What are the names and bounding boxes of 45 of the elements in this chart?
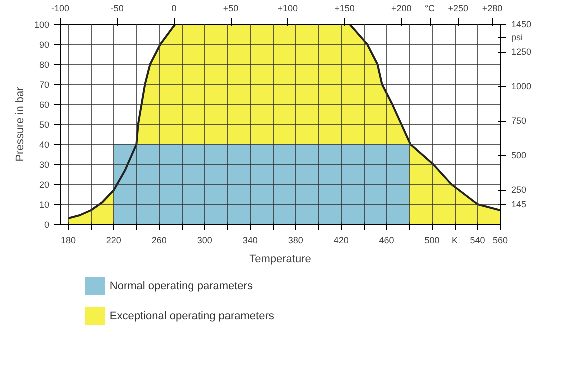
y-tick-label: 10 [39, 200, 50, 210]
y2-tick-label: 250 [512, 185, 527, 196]
x-tick-label: 180 [60, 236, 76, 246]
y-tick-label: 50 [39, 120, 50, 130]
y2-tick-label: 500 [512, 150, 527, 161]
y-axis-title: Pressure in bar [14, 86, 26, 162]
x-tick-label: 260 [152, 236, 167, 246]
x2-tick-label: +250 [448, 4, 469, 14]
legend-label: Normal operating parameters [110, 280, 254, 292]
x2-tick-label: +50 [223, 4, 239, 14]
x-tick-label: 460 [379, 236, 394, 246]
y2-tick-label: 1450 [512, 20, 532, 30]
y2-tick-label: 1250 [512, 47, 532, 58]
x-tick-label: 500 [424, 236, 440, 246]
y2-tick-label: psi [512, 32, 524, 43]
x2-tick-label: +150 [334, 4, 355, 14]
x-tick-label: 340 [242, 236, 258, 246]
x-tick-label: K [452, 236, 458, 246]
x-tick-label: 220 [106, 236, 122, 246]
y2-tick-label: 1000 [512, 82, 532, 92]
x2-tick-label: -100 [51, 4, 70, 14]
x2-tick-label: 0 [172, 4, 177, 14]
y-tick-label: 90 [39, 40, 50, 50]
x-tick-label: 560 [492, 236, 508, 246]
y2-tick-label: 750 [512, 116, 527, 126]
y-tick-label: 0 [44, 220, 50, 230]
x2-tick-label: °C [424, 4, 436, 14]
y-tick-label: 100 [34, 20, 50, 30]
y-tick-label: 70 [39, 80, 50, 90]
x-tick-label: 380 [288, 236, 304, 246]
x2-tick-label: -50 [110, 4, 124, 14]
y-tick-label: 20 [39, 180, 50, 190]
y-tick-label: 60 [39, 100, 50, 110]
x2-tick-label: +100 [278, 4, 298, 14]
y2-tick-label: 145 [512, 200, 527, 210]
y-tick-label: 30 [39, 160, 50, 170]
x-tick-label: 540 [470, 236, 486, 246]
x-axis-title: Temperature [250, 254, 312, 266]
y-tick-label: 40 [39, 140, 50, 150]
x-tick-label: 420 [334, 236, 349, 246]
x2-tick-label: +280 [482, 4, 503, 14]
x-tick-label: 300 [197, 236, 212, 246]
legend-label: Exceptional operating parameters [110, 310, 275, 322]
x2-tick-label: +200 [391, 4, 412, 14]
y-tick-label: 80 [39, 60, 50, 70]
